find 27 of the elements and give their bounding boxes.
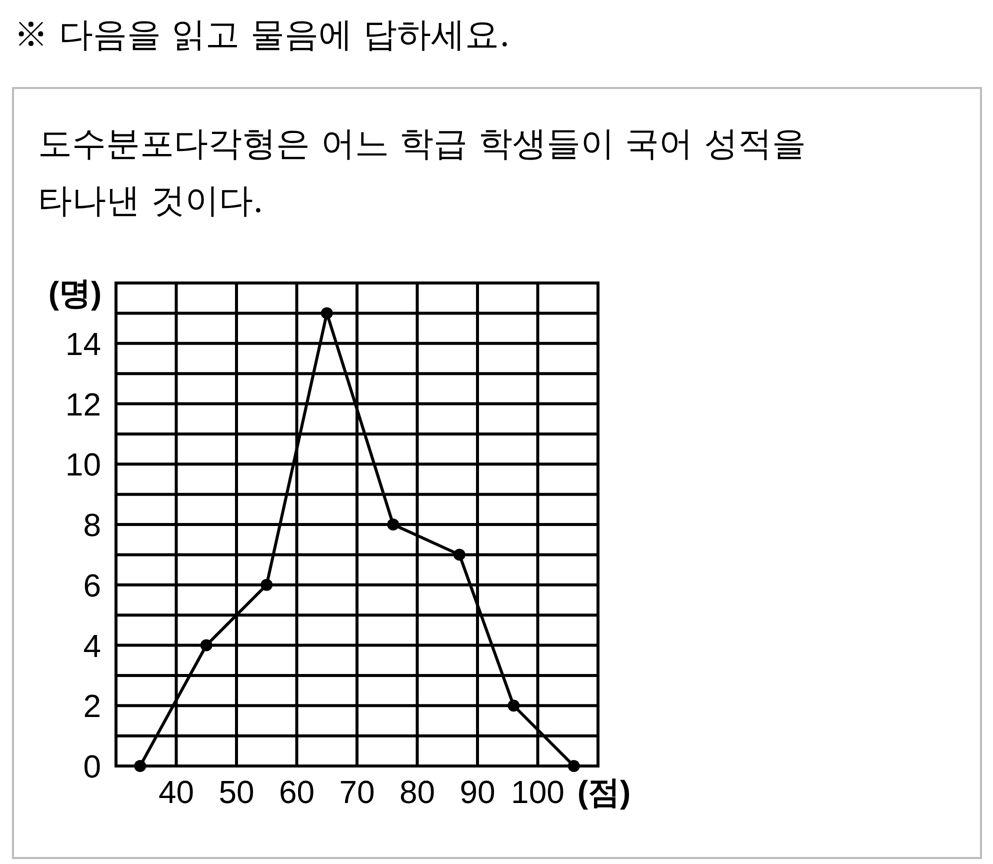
subtitle: 도수분포다각형은 어느 학급 학생들이 국어 성적을 타나낸 것이다. (38, 124, 806, 221)
y-tick: 6 (83, 567, 101, 604)
point (387, 518, 400, 530)
x-tick: 40 (158, 774, 194, 810)
point (453, 548, 466, 561)
y-tick: 2 (83, 688, 101, 724)
y-tick: 4 (83, 628, 101, 664)
x-tick: 50 (218, 774, 254, 810)
x-tick: 90 (460, 774, 496, 810)
x-tick: 60 (278, 774, 315, 810)
x-tick: 80 (399, 774, 436, 810)
y-tick: 0 (83, 748, 101, 785)
ylabel: (명) (48, 275, 102, 311)
point (260, 578, 273, 591)
xlabel: (점) (577, 774, 631, 810)
title: ※ 다음을 읽고 물음에 답하세요. (14, 15, 510, 55)
x-tick: 100 (511, 774, 564, 810)
y-tick: 8 (83, 507, 101, 544)
y-tick: 14 (65, 326, 101, 362)
point (134, 760, 146, 772)
point (508, 700, 520, 712)
x-tick: 70 (339, 774, 375, 810)
y-tick: 10 (65, 446, 101, 483)
point (568, 760, 580, 772)
point (320, 307, 333, 320)
y-tick: 12 (65, 386, 101, 422)
point (200, 639, 212, 652)
